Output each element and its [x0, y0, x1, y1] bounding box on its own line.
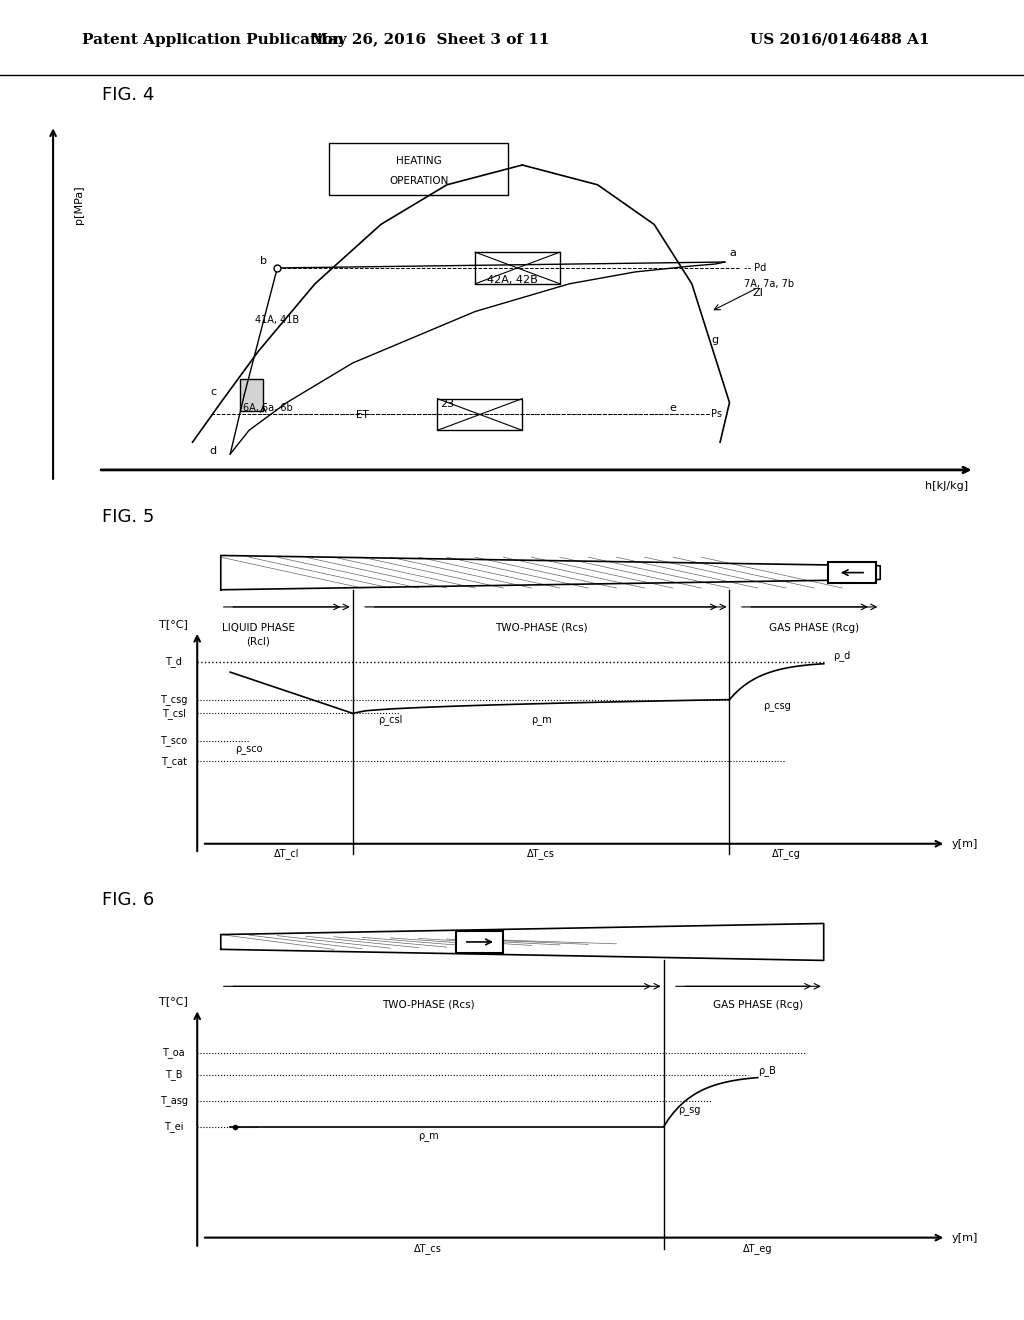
Text: ΔT_cs: ΔT_cs	[527, 849, 555, 859]
Text: T_asg: T_asg	[160, 1096, 187, 1106]
Text: ρ_sg: ρ_sg	[678, 1105, 700, 1115]
Text: T_d: T_d	[165, 656, 182, 668]
Bar	[437, 399, 522, 430]
Text: ρ_csl: ρ_csl	[378, 714, 402, 725]
Bar	[828, 562, 876, 583]
Bar	[240, 379, 263, 411]
Text: LIQUID PHASE: LIQUID PHASE	[222, 623, 295, 632]
Text: 6A, 6a, 6b: 6A, 6a, 6b	[243, 403, 293, 413]
Text: y[m]: y[m]	[952, 1233, 978, 1242]
Text: ρ_m: ρ_m	[530, 715, 551, 725]
Text: US 2016/0146488 A1: US 2016/0146488 A1	[750, 33, 930, 46]
Text: ρ_d: ρ_d	[834, 651, 850, 661]
Text: ΔT_cl: ΔT_cl	[274, 849, 299, 859]
Text: -- Pd: -- Pd	[743, 263, 766, 273]
Text: May 26, 2016  Sheet 3 of 11: May 26, 2016 Sheet 3 of 11	[311, 33, 549, 46]
Text: e: e	[670, 403, 677, 413]
Text: T_ei: T_ei	[164, 1121, 183, 1133]
Text: TWO-PHASE (Rcs): TWO-PHASE (Rcs)	[495, 623, 588, 632]
Text: 7A, 7a, 7b: 7A, 7a, 7b	[743, 279, 794, 289]
Text: HEATING: HEATING	[395, 156, 441, 166]
Text: a: a	[729, 248, 736, 259]
Text: OPERATION: OPERATION	[389, 176, 449, 186]
Text: b: b	[260, 256, 266, 267]
Text: FIG. 6: FIG. 6	[102, 891, 155, 909]
Text: 42A, 42B: 42A, 42B	[487, 275, 539, 285]
Text: TWO-PHASE (Rcs): TWO-PHASE (Rcs)	[382, 999, 474, 1010]
Text: T_oa: T_oa	[163, 1047, 185, 1059]
Text: ΔT_eg: ΔT_eg	[743, 1243, 772, 1254]
Text: FIG. 4: FIG. 4	[102, 86, 155, 104]
Text: T_csg: T_csg	[160, 694, 187, 705]
Bar	[457, 931, 504, 953]
Text: ρ_sco: ρ_sco	[236, 744, 263, 754]
Bar	[475, 252, 560, 284]
Text: ρ_csg: ρ_csg	[763, 701, 791, 711]
Text: ρ_B: ρ_B	[758, 1065, 775, 1076]
Text: 41A, 41B: 41A, 41B	[255, 315, 299, 326]
Polygon shape	[221, 924, 823, 961]
Text: p[MPa]: p[MPa]	[75, 185, 84, 224]
Text: T_cat: T_cat	[161, 756, 186, 767]
Text: (Rcl): (Rcl)	[247, 636, 270, 647]
Text: h[kJ/kg]: h[kJ/kg]	[925, 480, 968, 491]
Text: 23: 23	[440, 399, 454, 409]
Text: ZI: ZI	[753, 288, 763, 298]
Text: ΔT_cg: ΔT_cg	[772, 849, 801, 859]
Text: Ps: Ps	[711, 409, 722, 420]
Text: T[°C]: T[°C]	[160, 619, 188, 630]
Text: GAS PHASE (Rcg): GAS PHASE (Rcg)	[769, 623, 859, 632]
Text: Patent Application Publication: Patent Application Publication	[82, 33, 344, 46]
Text: y[m]: y[m]	[952, 838, 978, 849]
Text: FIG. 5: FIG. 5	[102, 508, 155, 527]
Text: T_B: T_B	[165, 1069, 182, 1081]
Text: GAS PHASE (Rcg): GAS PHASE (Rcg)	[713, 999, 803, 1010]
Text: g: g	[712, 335, 719, 346]
Text: ET: ET	[355, 411, 369, 421]
Text: T_sco: T_sco	[160, 735, 187, 746]
Polygon shape	[221, 556, 881, 590]
Text: d: d	[209, 446, 216, 457]
Text: T[°C]: T[°C]	[160, 997, 188, 1006]
Text: T_csl: T_csl	[162, 708, 185, 719]
Text: ΔT_cs: ΔT_cs	[414, 1243, 442, 1254]
Text: c: c	[210, 387, 216, 397]
Text: ρ_m: ρ_m	[418, 1131, 438, 1140]
FancyBboxPatch shape	[329, 144, 508, 195]
